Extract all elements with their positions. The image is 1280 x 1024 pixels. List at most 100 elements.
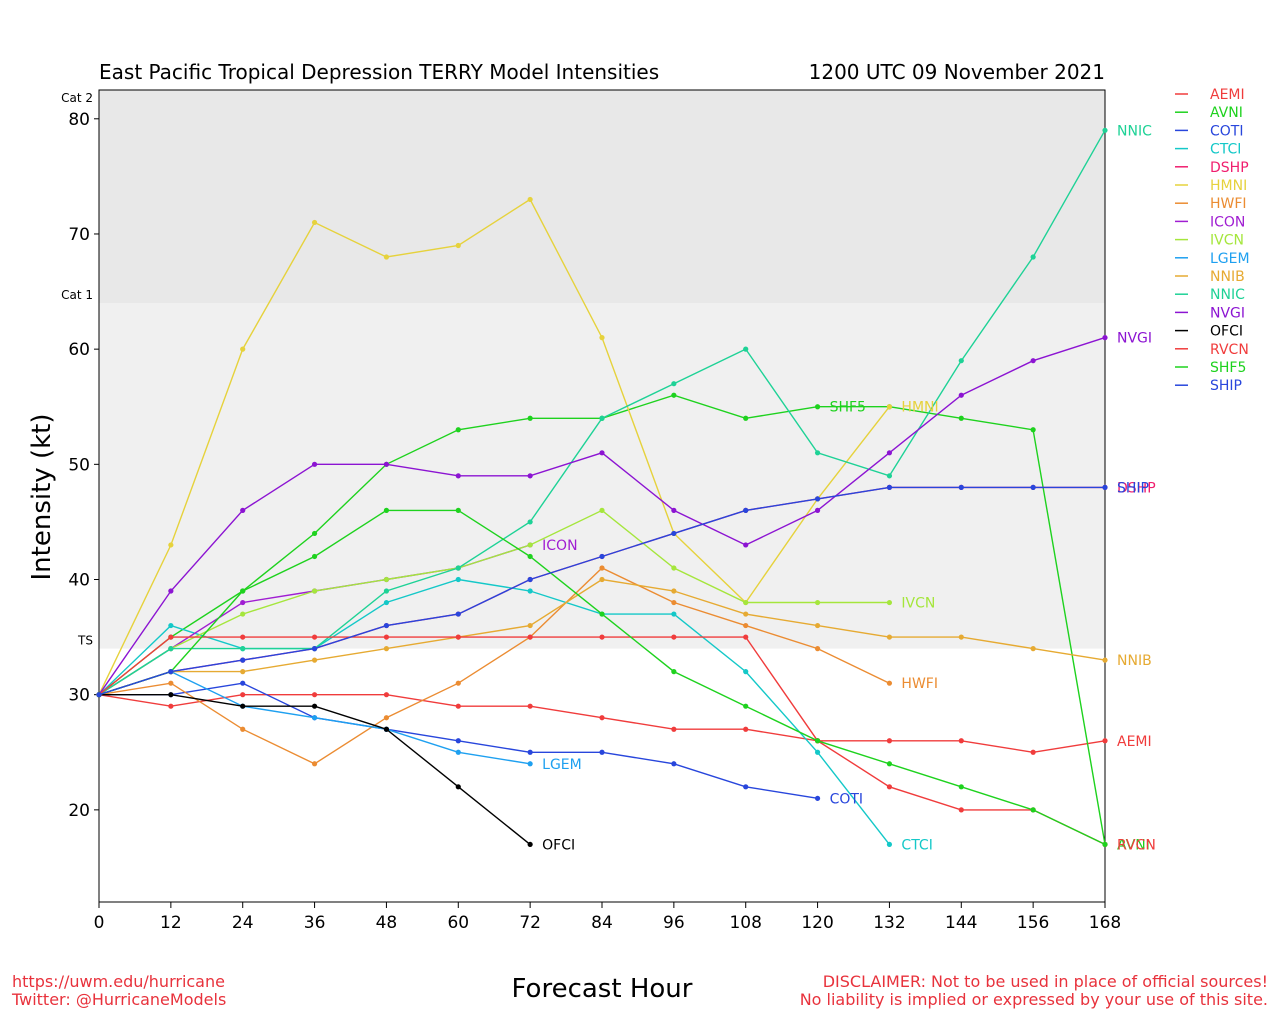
band-label-cat-1: Cat 1 <box>61 288 93 302</box>
series-point-nvgi <box>311 461 318 467</box>
y-tick-label: 60 <box>68 340 90 360</box>
x-tick-label: 156 <box>1017 913 1049 933</box>
series-point-rvcn <box>527 634 533 640</box>
x-tick-label: 168 <box>1089 913 1121 933</box>
series-point-aemi <box>455 703 461 709</box>
series-point-nvgi <box>455 473 461 479</box>
band-cat-1 <box>99 90 1105 304</box>
series-point-avni <box>527 415 533 421</box>
band-ts <box>99 303 1105 649</box>
series-point-nnic <box>743 346 749 352</box>
series-point-ship <box>743 507 749 513</box>
y-tick-label: 40 <box>68 571 90 591</box>
intensity-bands: TS Cat 1 Cat 2 <box>61 90 1105 649</box>
legend-item-rvcn: RVCN <box>1175 342 1249 358</box>
series-point-hwfi <box>168 680 174 686</box>
series-point-shf5 <box>886 761 893 767</box>
legend-item-dshp: DSHP <box>1175 160 1249 176</box>
footer-url[interactable]: https://uwm.edu/hurricane <box>12 972 225 991</box>
x-tick-label: 48 <box>376 913 398 933</box>
disclaimer-line-2: No liability is implied or expressed by … <box>799 990 1268 1009</box>
series-point-ship <box>671 530 677 537</box>
series-point-ship <box>599 553 605 560</box>
series-point-aemi <box>240 692 246 698</box>
legend-label: SHF5 <box>1210 360 1246 376</box>
series-point-shf5 <box>383 507 390 513</box>
series-point-avni <box>1030 427 1036 433</box>
series-point-aemi <box>527 703 533 709</box>
series-point-hwfi <box>383 715 390 721</box>
series-point-nnib <box>240 669 246 675</box>
series-point-aemi <box>168 703 174 709</box>
legend-item-ctci: CTCI <box>1175 142 1241 158</box>
legend-label: NNIB <box>1210 269 1245 285</box>
series-point-coti <box>814 795 821 801</box>
legend-item-hmni: HMNI <box>1175 178 1247 194</box>
series-point-nnib <box>1102 657 1108 663</box>
series-point-nnib <box>311 657 318 663</box>
end-label-shf5: SHF5 <box>830 400 866 416</box>
series-point-ctci <box>886 841 893 848</box>
series-point-nvgi <box>599 450 605 456</box>
series-point-hmni <box>527 196 533 203</box>
series-point-nvgi <box>814 507 821 513</box>
x-tick-label: 144 <box>945 913 977 933</box>
series-point-ship <box>1030 484 1036 490</box>
series-point-lgem <box>311 715 318 721</box>
series-line-aemi <box>98 694 1106 754</box>
x-tick-label: 12 <box>160 913 182 933</box>
series-point-rvcn <box>311 634 318 640</box>
series-point-hwfi <box>814 646 821 652</box>
series-point-ship <box>1102 484 1108 490</box>
series-line-hmni <box>98 198 890 696</box>
series-point-hmni <box>168 542 174 548</box>
series-point-ivcn <box>527 542 533 548</box>
series-point-nnib <box>383 646 390 652</box>
series-point-hwfi <box>311 761 318 767</box>
series-point-ctci <box>168 622 174 629</box>
series-point-ship <box>383 622 390 629</box>
series-point-shf5 <box>455 507 461 513</box>
series-point-nvgi <box>1030 358 1036 364</box>
series-point-rvcn <box>886 784 893 790</box>
series-point-avni <box>958 415 964 421</box>
series-lines <box>96 127 1108 848</box>
series-point-nnic <box>168 646 174 652</box>
legend-item-lgem: LGEM <box>1175 251 1250 267</box>
series-point-nnic <box>527 519 533 525</box>
series-point-ship <box>886 484 893 490</box>
end-label-icon: ICON <box>542 538 577 554</box>
legend-label: COTI <box>1210 123 1243 139</box>
y-tick-label: 30 <box>68 686 90 706</box>
series-point-nnib <box>527 622 533 629</box>
series-point-shf5 <box>1102 841 1108 848</box>
legend-item-avni: AVNI <box>1175 105 1243 121</box>
series-point-ofci <box>168 692 174 698</box>
x-axis-label: Forecast Hour <box>512 974 693 1004</box>
x-tick-label: 108 <box>729 913 761 933</box>
end-label-ctci: CTCI <box>901 837 932 853</box>
series-point-ship <box>814 496 821 502</box>
series-point-hmni <box>455 242 461 249</box>
series-point-rvcn <box>168 634 174 640</box>
end-label-avni: AVNI <box>1117 837 1150 853</box>
series-point-nnic <box>814 450 821 456</box>
series-point-ship <box>311 646 318 652</box>
series-point-hwfi <box>455 680 461 686</box>
series-point-aemi <box>958 738 964 744</box>
y-tick-label: 50 <box>68 455 90 475</box>
legend-item-nnib: NNIB <box>1175 269 1245 285</box>
series-point-nnic <box>455 565 461 571</box>
x-tick-label: 72 <box>519 913 541 933</box>
series-point-ivcn <box>671 565 677 571</box>
series-point-hwfi <box>743 622 749 629</box>
end-label-ivcn: IVCN <box>901 596 935 612</box>
series-point-shf5 <box>814 738 821 744</box>
series-point-hmni <box>886 404 893 410</box>
footer-twitter[interactable]: Twitter: @HurricaneModels <box>12 990 227 1009</box>
legend-label: CTCI <box>1210 142 1241 158</box>
end-label-lgem: LGEM <box>542 757 582 773</box>
series-point-nnic <box>240 646 246 652</box>
series-point-hmni <box>599 335 605 341</box>
